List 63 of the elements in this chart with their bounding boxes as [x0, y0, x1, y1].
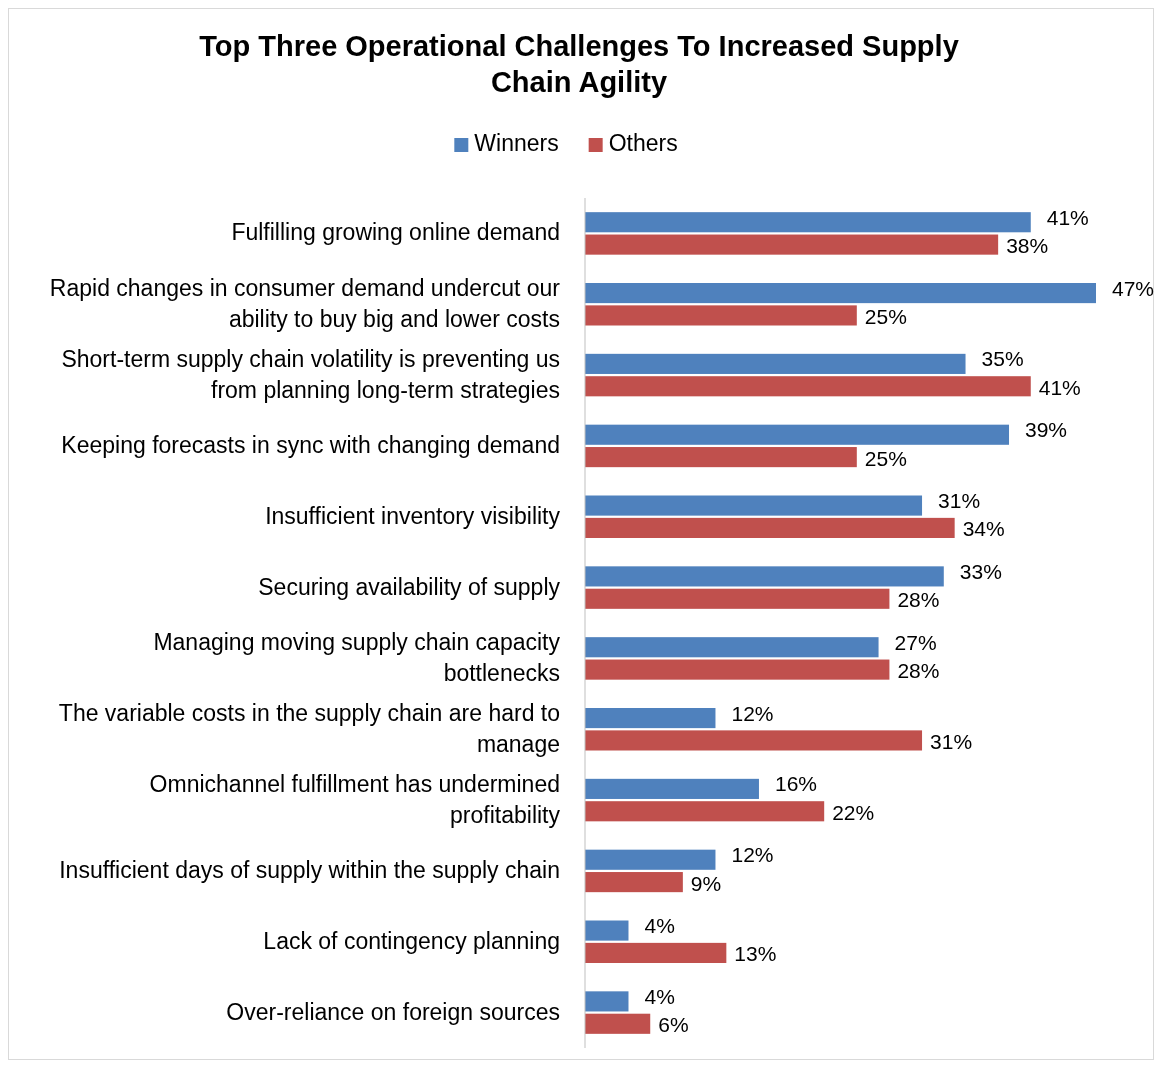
y-tick-label: Lack of contingency planning [263, 927, 560, 954]
bar [585, 588, 890, 609]
data-label: 47% [1112, 276, 1154, 300]
bar [585, 283, 1096, 304]
y-tick-label: Over-reliance on foreign sources [226, 998, 560, 1025]
bar [585, 424, 1010, 445]
bar [585, 708, 716, 729]
data-label: 25% [864, 446, 907, 470]
bar [585, 659, 890, 680]
bar [585, 212, 1031, 233]
data-label: 12% [731, 843, 774, 867]
data-label: 4% [644, 984, 675, 1008]
y-tick-label: Securing availability of supply [258, 573, 561, 600]
bar [585, 376, 1031, 397]
bar [585, 353, 966, 374]
bar [585, 447, 857, 468]
bar [585, 872, 683, 893]
data-label: 31% [938, 489, 981, 513]
bar [585, 517, 955, 538]
data-label: 16% [774, 772, 817, 796]
data-label: 35% [981, 347, 1024, 371]
y-tick-label: Managing moving supply chain capacity bottlenecks [153, 628, 561, 686]
data-label: 28% [897, 659, 940, 683]
data-label: 9% [690, 871, 722, 895]
data-label: 22% [832, 800, 875, 824]
data-label: 25% [864, 304, 907, 328]
y-tick-label: Rapid changes in consumer demand undercut our ability to buy big and lower costs [49, 274, 561, 332]
bar [585, 942, 727, 963]
data-label: 13% [734, 942, 777, 966]
bar [585, 991, 629, 1012]
data-label: 34% [962, 517, 1005, 541]
bar [585, 234, 999, 255]
data-label: 27% [894, 630, 937, 654]
chart-title: Top Three Operational Challenges To Increased Supply Chain Agility [199, 30, 959, 98]
data-label: 31% [930, 729, 973, 753]
data-label: 28% [897, 588, 940, 612]
bar [585, 1013, 651, 1034]
bar [585, 801, 825, 822]
y-tick-label: Insufficient inventory visibility [265, 502, 561, 529]
data-label: 33% [959, 559, 1002, 583]
y-tick-label: Omnichannel fulfillment has undermined profitability [149, 770, 561, 828]
data-label: 41% [1038, 375, 1081, 399]
data-label: 39% [1025, 418, 1068, 442]
data-label: 38% [1006, 234, 1049, 258]
y-tick-label: Keeping forecasts in sync with changing demand [61, 431, 560, 458]
legend-label: Others [608, 130, 678, 157]
data-label: 12% [731, 701, 774, 725]
bar [585, 566, 944, 587]
y-tick-label: The variable costs in the supply chain are hard to manage [58, 699, 560, 757]
bar [585, 849, 716, 870]
bar [585, 305, 857, 326]
data-label: 6% [658, 1013, 689, 1037]
bar [585, 637, 879, 658]
bar [585, 495, 923, 516]
y-tick-label: Insufficient days of supply within the supply chain [59, 856, 560, 883]
y-tick-label: Fulfilling growing online demand [231, 219, 560, 246]
bar [585, 730, 923, 751]
bar [585, 920, 629, 941]
legend-label: Winners [474, 130, 559, 157]
y-tick-label: Short-term supply chain volatility is preventing us from planning long-term strategies [61, 345, 560, 403]
data-label: 4% [644, 914, 675, 938]
bar [585, 778, 759, 799]
data-label: 41% [1046, 205, 1089, 229]
